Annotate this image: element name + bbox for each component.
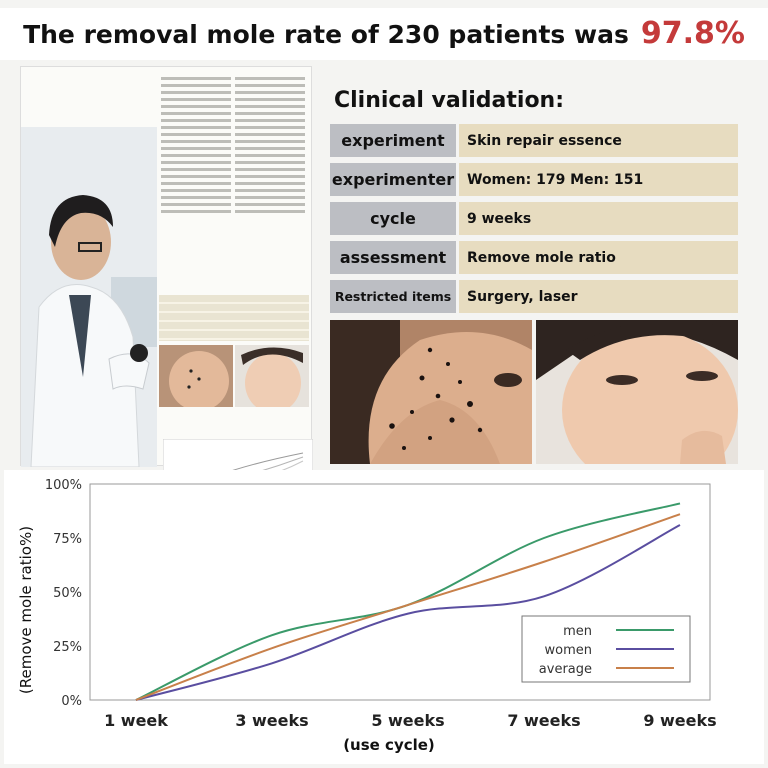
y-tick-label: 75% bbox=[53, 532, 82, 547]
legend-label: men bbox=[563, 624, 592, 639]
doctor-photo bbox=[21, 127, 157, 467]
legend-label: average bbox=[539, 662, 592, 677]
y-tick-label: 100% bbox=[45, 478, 82, 493]
article-mini-table bbox=[159, 295, 309, 341]
y-tick-label: 0% bbox=[61, 694, 82, 709]
headline-text: The removal mole rate of 230 patients wa… bbox=[23, 20, 629, 49]
clinical-validation-title: Clinical validation: bbox=[334, 88, 565, 113]
clinical-validation-table: experiment Skin repair essence experimen… bbox=[330, 124, 738, 319]
headline-rate: 97.8% bbox=[640, 16, 745, 51]
row-value: Skin repair essence bbox=[459, 124, 738, 157]
x-axis-title: (use cycle) bbox=[343, 736, 435, 754]
line-chart: 0% 25% 50% 75% 100% 1 week 3 weeks 5 weeks 7 wee… bbox=[45, 478, 717, 730]
before-photo bbox=[330, 320, 532, 464]
x-tick-label: 1 week bbox=[104, 711, 168, 730]
row-value: Remove mole ratio bbox=[459, 241, 738, 274]
x-tick-label: 3 weeks bbox=[235, 711, 308, 730]
headline: The removal mole rate of 230 patients wa… bbox=[0, 8, 768, 60]
chart-panel: 0% 25% 50% 75% 100% 1 week 3 weeks 5 weeks 7 wee… bbox=[4, 470, 764, 764]
row-value: Surgery, laser bbox=[459, 280, 738, 313]
series-line-average bbox=[135, 513, 681, 701]
table-row: experiment Skin repair essence bbox=[330, 124, 738, 157]
series-line-women bbox=[135, 524, 681, 701]
article-page-image bbox=[20, 66, 313, 504]
y-tick-label: 50% bbox=[53, 586, 82, 601]
article-text-column bbox=[161, 77, 231, 277]
article-text-column bbox=[235, 77, 305, 277]
plot-frame bbox=[89, 483, 711, 701]
row-label: Restricted items bbox=[330, 280, 456, 313]
row-value: 9 weeks bbox=[459, 202, 738, 235]
table-row: experimenter Women: 179 Men: 151 bbox=[330, 163, 738, 196]
x-tick-label: 9 weeks bbox=[643, 711, 716, 730]
row-label: assessment bbox=[330, 241, 456, 274]
table-row: Restricted items Surgery, laser bbox=[330, 280, 738, 313]
row-label: cycle bbox=[330, 202, 456, 235]
row-label: experimenter bbox=[330, 163, 456, 196]
before-after-photos bbox=[330, 320, 738, 464]
y-tick-label: 25% bbox=[53, 640, 82, 655]
table-row: assessment Remove mole ratio bbox=[330, 241, 738, 274]
y-axis-title: (Remove mole ratio%) bbox=[17, 525, 35, 695]
legend-label: women bbox=[545, 643, 593, 658]
table-row: cycle 9 weeks bbox=[330, 202, 738, 235]
after-photo bbox=[536, 320, 738, 464]
article-face-thumbnails bbox=[159, 345, 309, 407]
x-tick-label: 7 weeks bbox=[507, 711, 580, 730]
row-value: Women: 179 Men: 151 bbox=[459, 163, 738, 196]
row-label: experiment bbox=[330, 124, 456, 157]
x-tick-label: 5 weeks bbox=[371, 711, 444, 730]
